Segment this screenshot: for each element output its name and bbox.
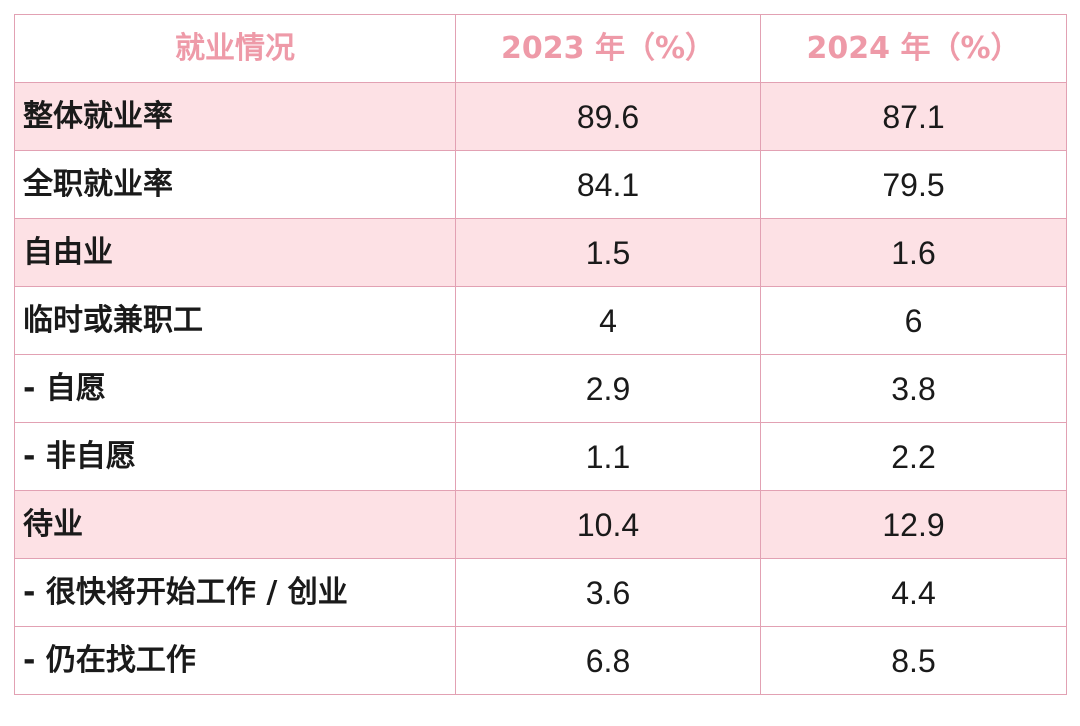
value-2024: 4.4 xyxy=(760,558,1067,627)
row-label: - 自愿 xyxy=(14,354,456,423)
header-category: 就业情况 xyxy=(14,14,456,83)
value-2024: 6 xyxy=(760,286,1067,355)
table-row: 待业 10.4 12.9 xyxy=(14,490,1067,559)
table-body: 整体就业率 89.6 87.1 全职就业率 84.1 79.5 自由业 1.5 1.6 临时或兼职… xyxy=(14,82,1067,695)
value-2023: 84.1 xyxy=(455,150,761,219)
header-2023: 2023 年（%） xyxy=(455,14,761,83)
value-2024: 12.9 xyxy=(760,490,1067,559)
value-2024: 87.1 xyxy=(760,82,1067,151)
value-2023: 3.6 xyxy=(455,558,761,627)
value-2024: 1.6 xyxy=(760,218,1067,287)
row-label: - 很快将开始工作 / 创业 xyxy=(14,558,456,627)
value-2023: 1.5 xyxy=(455,218,761,287)
value-2023: 2.9 xyxy=(455,354,761,423)
table-row: - 非自愿 1.1 2.2 xyxy=(14,422,1067,491)
table-row: 全职就业率 84.1 79.5 xyxy=(14,150,1067,219)
table-row: 自由业 1.5 1.6 xyxy=(14,218,1067,287)
value-2023: 6.8 xyxy=(455,626,761,695)
value-2023: 4 xyxy=(455,286,761,355)
row-label: - 非自愿 xyxy=(14,422,456,491)
table-row: - 仍在找工作 6.8 8.5 xyxy=(14,626,1067,695)
employment-table: 就业情况 2023 年（%） 2024 年（%） 整体就业率 89.6 87.1 全职… xyxy=(14,14,1067,695)
row-label: 整体就业率 xyxy=(14,82,456,151)
row-label: 临时或兼职工 xyxy=(14,286,456,355)
value-2023: 1.1 xyxy=(455,422,761,491)
header-2024: 2024 年（%） xyxy=(760,14,1067,83)
value-2023: 89.6 xyxy=(455,82,761,151)
value-2024: 79.5 xyxy=(760,150,1067,219)
row-label: 自由业 xyxy=(14,218,456,287)
value-2023: 10.4 xyxy=(455,490,761,559)
table-row: - 自愿 2.9 3.8 xyxy=(14,354,1067,423)
row-label: 待业 xyxy=(14,490,456,559)
value-2024: 2.2 xyxy=(760,422,1067,491)
row-label: 全职就业率 xyxy=(14,150,456,219)
table-row: - 很快将开始工作 / 创业 3.6 4.4 xyxy=(14,558,1067,627)
value-2024: 3.8 xyxy=(760,354,1067,423)
value-2024: 8.5 xyxy=(760,626,1067,695)
header-row: 就业情况 2023 年（%） 2024 年（%） xyxy=(14,14,1067,83)
table-row: 整体就业率 89.6 87.1 xyxy=(14,82,1067,151)
row-label: - 仍在找工作 xyxy=(14,626,456,695)
table-row: 临时或兼职工 4 6 xyxy=(14,286,1067,355)
